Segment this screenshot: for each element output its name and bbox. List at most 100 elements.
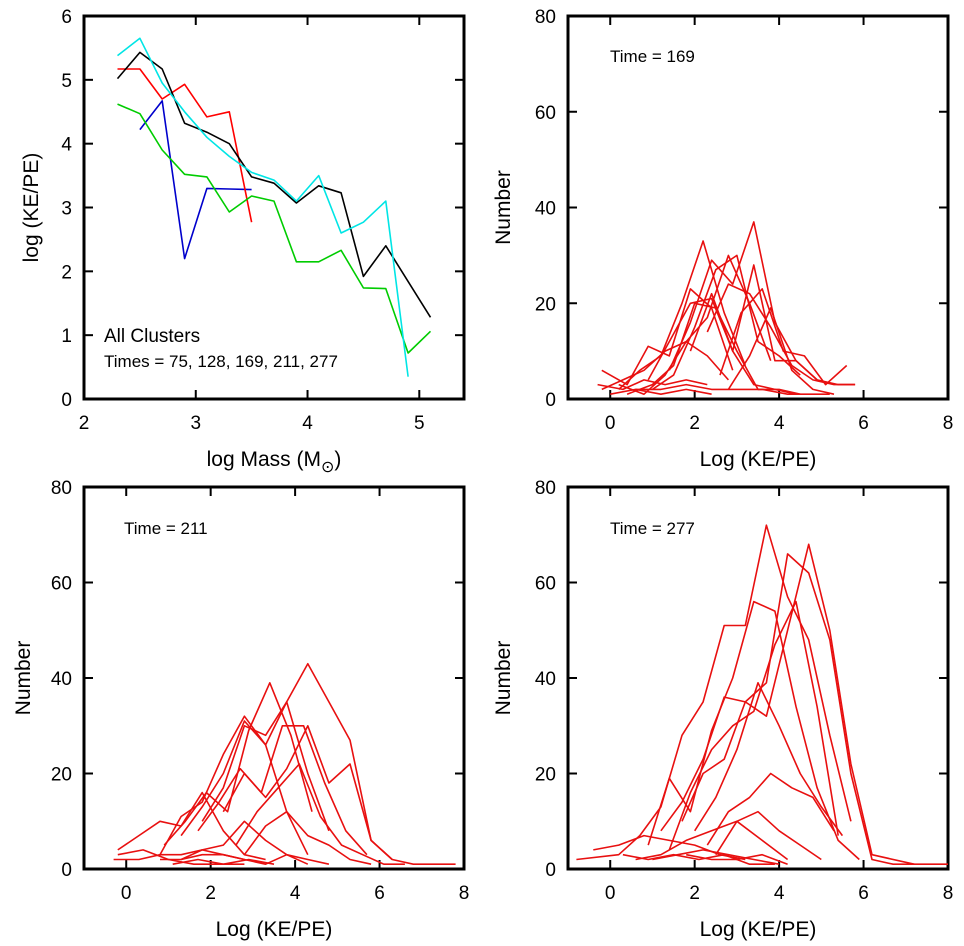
x-axis-label-main: log Mass (M: [207, 448, 321, 471]
x-tick-label: 0: [605, 883, 616, 904]
x-axis-label: log Mass (M⊙): [207, 448, 342, 476]
x-tick-label: 6: [858, 883, 869, 904]
series-line-curve-13: [597, 379, 708, 391]
x-tick-label: 3: [190, 413, 201, 434]
annotation-times: Times = 75, 128, 169, 211, 277: [104, 352, 338, 371]
x-tick-label: 0: [605, 413, 616, 434]
x-tick-label: 8: [943, 413, 954, 434]
x-tick-label: 2: [689, 883, 700, 904]
x-axis-label-main: Log (KE/PE): [216, 918, 333, 941]
x-tick-label: 2: [79, 413, 90, 434]
series-group: [597, 221, 856, 396]
y-axis-label: Number: [492, 170, 515, 245]
x-axis-label: Log (KE/PE): [216, 918, 333, 941]
x-tick-label: 4: [774, 413, 785, 434]
annotation-time: Time = 211: [124, 519, 208, 538]
series-line-curve-6: [201, 662, 393, 861]
series-line-curve-5: [681, 543, 915, 865]
x-tick-label: 8: [943, 883, 954, 904]
x-tick-label: 2: [689, 413, 700, 434]
y-tick-label: 2: [61, 262, 72, 283]
series-line-curve-3: [618, 240, 747, 390]
series-line-curve-6: [694, 681, 844, 837]
annotation-title: All Clusters: [104, 326, 200, 347]
x-tick-label: 6: [374, 883, 385, 904]
series-line-curve-1: [576, 524, 852, 861]
y-tick-label: 60: [535, 574, 556, 595]
x-axis-label-main: Log (KE/PE): [700, 448, 817, 471]
y-tick-label: 20: [51, 765, 72, 786]
y-tick-label: 0: [61, 390, 72, 411]
y-tick-label: 6: [61, 7, 72, 28]
y-tick-label: 0: [61, 860, 72, 881]
series-line-curve-3: [660, 553, 948, 866]
series-line-curve-8: [235, 763, 405, 866]
series-line-curve-11: [719, 288, 848, 386]
series-line-curve-1: [117, 791, 266, 861]
y-tick-label: 80: [535, 7, 556, 28]
series-line-curve-6: [647, 297, 797, 395]
panel-mass-vs-log-ke-pe: 2 3 4 5 0 1 2 3 4 5 6 log Mass (M⊙) log (KE/PE) All C…: [20, 7, 466, 476]
series-line-curve-9: [243, 810, 372, 865]
y-tick-label: 5: [61, 71, 72, 92]
series-line-curve-4: [668, 600, 839, 851]
series-line-curve-9: [689, 264, 856, 386]
x-axis-label-subscript: ⊙: [321, 459, 334, 476]
series-line-curve-7: [222, 724, 456, 866]
series-line-curve-14: [635, 383, 830, 396]
series-line-curve-7: [706, 772, 835, 846]
series-line-t211: [116, 51, 432, 318]
y-tick-label: 3: [61, 199, 72, 220]
y-tick-label: 60: [535, 103, 556, 124]
series-line-curve-10: [180, 820, 330, 865]
series-line-t169: [117, 103, 432, 354]
series-line-curve-15: [610, 388, 712, 396]
series-line-t75: [139, 100, 252, 260]
plot-frame: [82, 485, 466, 871]
y-tick-label: 4: [61, 135, 72, 156]
y-tick-label: 80: [535, 478, 556, 499]
series-line-curve-1: [601, 340, 730, 391]
series-line-curve-12: [160, 853, 309, 866]
y-tick-label: 40: [535, 669, 556, 690]
y-tick-label: 20: [535, 765, 556, 786]
y-tick-label: 20: [535, 294, 556, 315]
series-line-t277: [117, 37, 409, 377]
series-line-curve-13: [686, 853, 788, 865]
x-tick-label: 4: [774, 883, 785, 904]
series-line-curve-4: [180, 701, 330, 837]
series-line-curve-2: [159, 715, 309, 856]
series-line-curve-12: [727, 307, 835, 395]
y-tick-label: 40: [535, 199, 556, 220]
x-axis-label: Log (KE/PE): [700, 448, 817, 471]
series-line-curve-8: [715, 810, 822, 861]
series-line-curve-10: [635, 820, 789, 861]
series-line-curve-5: [197, 724, 368, 856]
annotation-time: Time = 277: [610, 519, 695, 538]
series-group: [116, 37, 432, 377]
x-axis-label-close: ): [334, 448, 341, 471]
series-group: [113, 662, 456, 866]
y-tick-label: 1: [61, 326, 72, 347]
series-line-curve-12: [622, 853, 775, 866]
x-tick-label: 4: [302, 413, 313, 434]
x-axis-label: Log (KE/PE): [700, 918, 817, 941]
series-line-curve-8: [668, 221, 818, 381]
y-tick-label: 80: [51, 478, 72, 499]
x-axis-label-main: Log (KE/PE): [700, 918, 817, 941]
series-line-t128: [117, 68, 253, 223]
series-line-curve-14: [172, 858, 275, 866]
y-tick-label: 40: [51, 669, 72, 690]
y-tick-label: 0: [545, 860, 556, 881]
x-tick-label: 0: [121, 883, 132, 904]
y-axis-label: Number: [492, 641, 515, 716]
series-line-curve-2: [601, 288, 734, 386]
x-tick-label: 2: [205, 883, 216, 904]
y-axis-label: Number: [12, 641, 35, 716]
x-tick-label: 5: [414, 413, 425, 434]
y-tick-label: 60: [51, 574, 72, 595]
